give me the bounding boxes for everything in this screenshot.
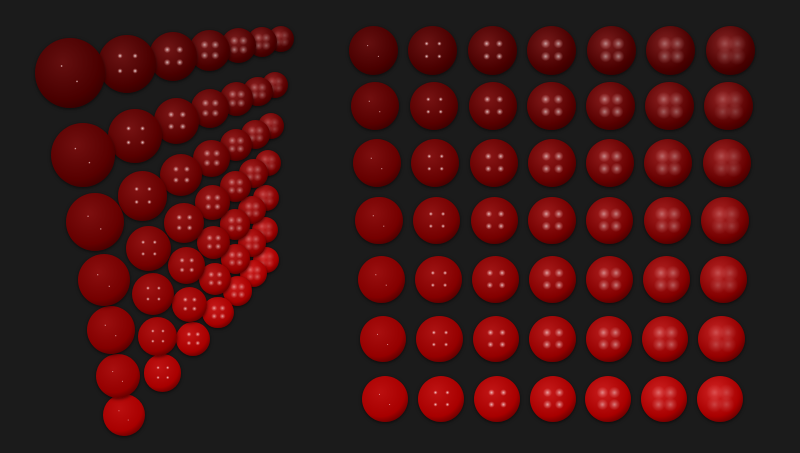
sphere — [528, 196, 576, 245]
sphere — [646, 25, 695, 75]
sphere — [172, 287, 208, 323]
sphere — [78, 254, 130, 306]
sphere — [348, 25, 398, 75]
sphere — [408, 25, 457, 75]
sphere — [357, 255, 405, 303]
sphere — [585, 255, 633, 303]
sphere — [362, 376, 408, 422]
sphere — [359, 315, 407, 363]
sphere — [131, 273, 175, 316]
sphere — [468, 81, 518, 131]
sphere — [527, 138, 576, 187]
sphere — [148, 32, 198, 81]
sphere — [642, 255, 690, 303]
sphere — [51, 123, 115, 187]
sphere — [416, 315, 463, 363]
sphere — [471, 255, 519, 303]
sphere — [470, 196, 519, 245]
sphere — [641, 376, 688, 422]
sphere — [196, 225, 231, 260]
sphere — [108, 109, 162, 163]
sphere — [409, 81, 459, 131]
sphere — [176, 322, 211, 357]
sphere — [641, 315, 689, 363]
sphere — [125, 225, 171, 271]
sphere — [467, 25, 517, 75]
sphere — [702, 138, 751, 187]
sphere — [103, 394, 145, 436]
sphere — [528, 255, 576, 303]
sphere — [167, 246, 206, 285]
sphere — [469, 138, 518, 187]
sphere — [66, 193, 124, 251]
sphere — [527, 81, 576, 131]
sphere — [644, 138, 693, 187]
sphere — [87, 306, 135, 354]
sphere — [202, 296, 234, 329]
sphere — [414, 255, 462, 303]
sphere — [472, 315, 520, 363]
sphere — [699, 255, 747, 303]
sphere — [138, 316, 178, 356]
sphere — [701, 196, 749, 245]
sphere — [698, 315, 745, 363]
sphere — [411, 138, 460, 187]
sphere — [586, 25, 636, 75]
sphere — [350, 81, 400, 131]
sphere — [159, 153, 203, 197]
sphere — [697, 376, 743, 422]
sphere — [586, 81, 635, 131]
sphere — [118, 171, 168, 221]
sphere — [143, 354, 182, 392]
sphere — [705, 25, 755, 75]
sphere — [704, 81, 753, 131]
sphere — [355, 196, 403, 245]
sphere — [527, 25, 576, 75]
sphere — [473, 376, 520, 422]
sphere — [643, 196, 692, 245]
sphere — [529, 376, 576, 422]
sphere — [586, 138, 635, 187]
sphere — [645, 81, 694, 131]
sphere — [585, 315, 633, 363]
sphere — [412, 196, 461, 245]
sphere — [98, 34, 157, 93]
sphere — [353, 138, 401, 187]
sphere — [96, 354, 140, 398]
sphere — [35, 38, 105, 108]
sphere — [529, 315, 576, 363]
sphere — [585, 196, 634, 245]
sphere — [164, 203, 204, 243]
sphere — [417, 376, 464, 422]
sphere — [585, 376, 632, 422]
